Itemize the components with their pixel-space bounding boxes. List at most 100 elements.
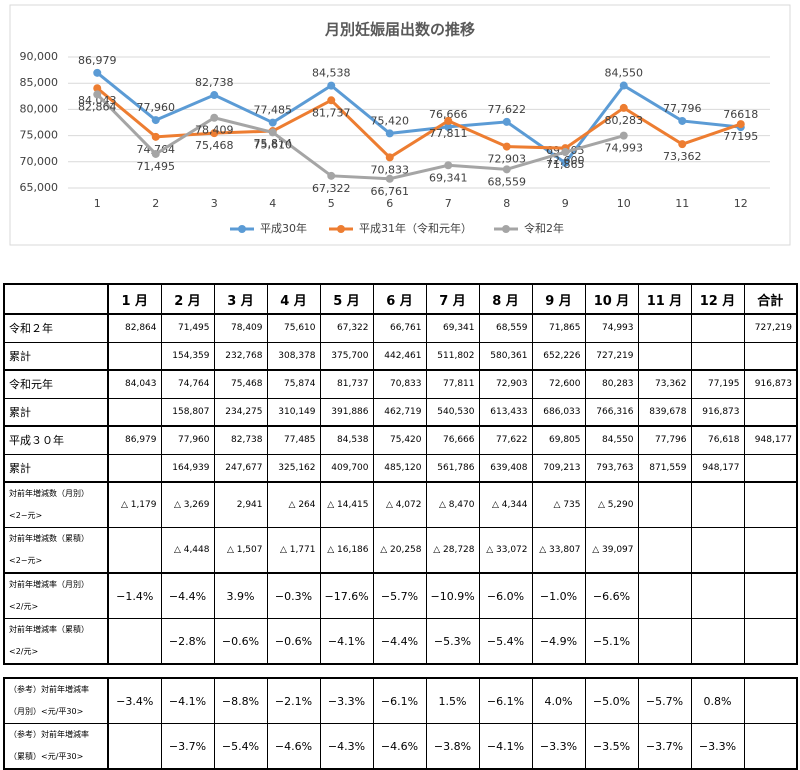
legend-marker (502, 225, 510, 233)
x-tick-label: 11 (675, 197, 689, 210)
header-cell: 4 月 (266, 283, 321, 315)
table-cell: −4.4% (372, 618, 427, 665)
data-point (210, 91, 219, 100)
table-cell: −0.6% (266, 618, 321, 665)
table-cell (690, 527, 745, 574)
table-cell: 511,802 (425, 341, 480, 371)
table-cell: −3.3% (531, 723, 586, 770)
y-tick-label: 90,000 (20, 50, 59, 63)
data-label: 82,864 (78, 100, 117, 113)
table-row: 累計 158,807 234,275 310,149 391,886 462,719 540… (3, 397, 798, 427)
data-label: 84,538 (312, 67, 351, 80)
data-label: 74,993 (605, 142, 644, 155)
table-cell (637, 527, 692, 574)
table-cell: 82,738 (213, 425, 268, 455)
table-cell: −10.9% (425, 572, 480, 619)
table-cell (637, 618, 692, 665)
table-cell: −6.1% (372, 677, 427, 724)
data-label: 70,833 (371, 163, 410, 176)
row-label: （参考）対前年増減率 （月別）<元/平30> (3, 677, 109, 724)
table-cell: 77,796 (637, 425, 692, 455)
table-cell: 2,941 (213, 481, 268, 528)
table-cell: 76,618 (690, 425, 745, 455)
data-label: 86,979 (78, 54, 117, 67)
data-label: 73,362 (663, 150, 702, 163)
table-cell: −5.7% (637, 677, 692, 724)
table-cell: −3.7% (637, 723, 692, 770)
table-row: 令和２年 82,864 71,495 78,409 75,610 67,322 66,761… (3, 313, 798, 343)
data-point (93, 90, 102, 99)
data-label: 78,409 (195, 124, 234, 137)
data-point (385, 153, 394, 162)
row-label-line: 対前年増減率（月別） (9, 580, 89, 589)
legend-marker (238, 225, 246, 233)
table-cell: 66,761 (372, 313, 427, 343)
x-tick-label: 8 (503, 197, 510, 210)
header-cell: 8 月 (478, 283, 533, 315)
header-cell: 3 月 (213, 283, 268, 315)
data-point (444, 122, 453, 131)
table-cell: −5.4% (213, 723, 268, 770)
table-cell (743, 397, 798, 427)
header-cell: 7 月 (425, 283, 480, 315)
table-cell (690, 481, 745, 528)
x-tick-label: 3 (211, 197, 218, 210)
row-label-line: 令和２年 (9, 322, 53, 336)
data-point (385, 174, 394, 183)
row-label-line: 対前年増減率（累積） (9, 625, 89, 634)
table-cell: 71,495 (160, 313, 215, 343)
table-cell: 391,886 (319, 397, 374, 427)
table-cell: 0.8% (690, 677, 745, 724)
table-cell (743, 453, 798, 483)
table-cell: △ 3,269 (160, 481, 215, 528)
table-cell: 72,903 (478, 369, 533, 399)
table-cell: −4.1% (160, 677, 215, 724)
table-cell: −0.3% (266, 572, 321, 619)
data-point (327, 96, 336, 105)
table-cell: 325,162 (266, 453, 321, 483)
x-tick-label: 9 (562, 197, 569, 210)
table-cell: −5.1% (584, 618, 639, 665)
table-cell (637, 313, 692, 343)
data-label: 72,600 (546, 154, 585, 167)
table-cell: −3.3% (319, 677, 374, 724)
data-label: 77,796 (663, 102, 702, 115)
table-cell: −8.8% (213, 677, 268, 724)
table-cell: 75,420 (372, 425, 427, 455)
table-cell: 77,485 (266, 425, 321, 455)
table-cell: △ 4,448 (160, 527, 215, 574)
data-point (327, 81, 336, 90)
header-cell: 12 月 (690, 283, 745, 315)
table-cell: 86,979 (107, 425, 162, 455)
table-cell: −3.8% (425, 723, 480, 770)
table-cell: 72,600 (531, 369, 586, 399)
table-cell: −1.0% (531, 572, 586, 619)
table-cell (690, 313, 745, 343)
header-cell: 2 月 (160, 283, 215, 315)
data-label: 67,322 (312, 182, 351, 195)
data-point (502, 142, 511, 151)
table-cell: 308,378 (266, 341, 321, 371)
data-point (502, 165, 511, 174)
table-cell: 4.0% (531, 677, 586, 724)
table-cell: 67,322 (319, 313, 374, 343)
table-cell: 77,811 (425, 369, 480, 399)
x-tick-label: 5 (328, 197, 335, 210)
row-label-line: 令和元年 (9, 378, 53, 392)
data-point (561, 158, 570, 167)
data-point (678, 116, 687, 125)
table-cell: 69,805 (531, 425, 586, 455)
table-cell: 68,559 (478, 313, 533, 343)
row-label: 累計 (3, 397, 109, 427)
table-cell (107, 723, 162, 770)
data-point (93, 68, 102, 77)
y-tick-label: 75,000 (20, 129, 59, 142)
table-cell: 916,873 (743, 369, 798, 399)
data-point (678, 140, 687, 149)
table-cell: △ 1,507 (213, 527, 268, 574)
table-cell: 80,283 (584, 369, 639, 399)
series-line (96, 71, 741, 165)
table-cell: 71,865 (531, 313, 586, 343)
